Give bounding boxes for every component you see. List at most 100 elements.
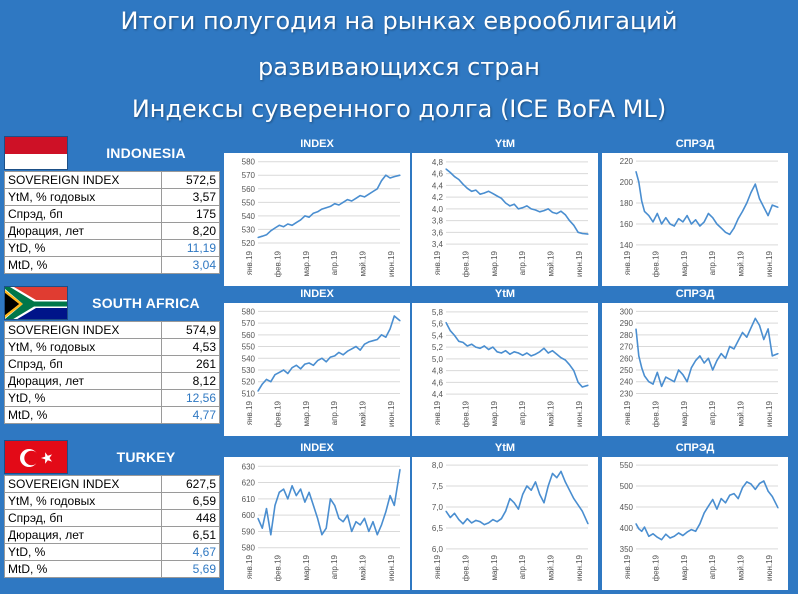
x-tick-label: апр.19 <box>330 250 339 275</box>
x-tick-label: июн.19 <box>387 250 396 277</box>
stat-label: YtD, % <box>4 239 162 257</box>
y-tick-label: 280 <box>620 331 634 340</box>
data-point <box>304 363 306 365</box>
stat-row: Спрэд, бп 448 <box>4 509 220 527</box>
data-point <box>551 350 554 352</box>
data-point <box>321 534 323 536</box>
y-tick-label: 250 <box>620 366 634 375</box>
data-point <box>539 211 541 213</box>
data-point <box>673 381 675 383</box>
y-tick-label: 6,0 <box>432 545 444 554</box>
data-point <box>492 518 494 521</box>
y-tick-label: 7,0 <box>432 503 444 512</box>
chart-body: 220 200 180 160 140 янв.19 фев.19 мар.19 апр.19 м… <box>602 153 788 286</box>
x-tick-label: апр.19 <box>518 554 527 579</box>
data-point <box>746 481 748 483</box>
data-point <box>483 524 485 526</box>
data-point <box>462 183 464 185</box>
data-point <box>733 492 735 495</box>
data-point <box>638 355 640 357</box>
data-point <box>763 480 765 482</box>
data-point <box>686 381 688 383</box>
data-point <box>758 324 761 327</box>
data-point <box>771 204 773 206</box>
x-tick-label: янв.19 <box>623 554 632 579</box>
stat-value: 3,04 <box>161 256 220 274</box>
data-point <box>729 345 731 348</box>
data-point <box>483 192 485 194</box>
data-point <box>265 508 268 510</box>
data-point <box>291 485 293 487</box>
data-point <box>317 517 319 520</box>
data-point <box>737 498 739 500</box>
data-point <box>346 350 349 352</box>
stat-value: 627,5 <box>161 475 220 493</box>
x-tick-label: янв.19 <box>245 400 254 425</box>
data-point <box>564 359 566 361</box>
data-point <box>703 221 705 223</box>
data-point <box>568 489 571 491</box>
stat-value: 4,53 <box>161 338 220 356</box>
data-point <box>287 223 289 225</box>
y-tick-label: 520 <box>242 378 256 387</box>
page-title-line-3: Индексы суверенного долга (ICE BoFA ML) <box>131 95 667 123</box>
y-tick-label: 220 <box>620 157 634 166</box>
data-point <box>720 352 722 355</box>
data-point <box>771 495 773 498</box>
stat-label: YtD, % <box>4 543 162 561</box>
stat-row: YtM, % годовых 4,53 <box>4 338 220 356</box>
data-point <box>475 189 477 191</box>
data-point <box>449 171 451 174</box>
data-point <box>720 498 722 500</box>
data-point <box>556 477 558 479</box>
y-tick-label: 570 <box>242 319 256 328</box>
y-tick-label: 540 <box>242 212 256 221</box>
data-point <box>505 202 507 204</box>
stat-label: SOVEREIGN INDEX <box>4 475 162 493</box>
data-point <box>534 481 537 483</box>
data-point <box>577 504 579 506</box>
x-tick-label: апр.19 <box>518 250 527 275</box>
data-point <box>573 498 575 500</box>
y-tick-label: 520 <box>242 239 256 248</box>
x-tick-label: фев.19 <box>461 250 470 277</box>
data-point <box>380 180 383 182</box>
data-point <box>581 386 583 388</box>
data-point <box>295 364 297 366</box>
data-point <box>771 355 773 357</box>
data-point <box>338 204 340 206</box>
data-point <box>517 208 520 210</box>
data-point <box>643 210 646 212</box>
stat-row: MtD, % 3,04 <box>4 256 220 274</box>
data-point <box>372 521 374 523</box>
data-point <box>368 341 370 343</box>
data-point <box>363 517 366 520</box>
country-block-indonesia: INDONESIA SOVEREIGN INDEX 572,5 YtM, % го… <box>0 136 798 288</box>
x-tick-label: июн.19 <box>387 400 396 427</box>
data-point <box>699 523 701 525</box>
data-point <box>304 215 306 217</box>
stat-label: MtD, % <box>4 406 162 424</box>
y-tick-label: 620 <box>242 479 256 488</box>
data-point <box>492 193 494 195</box>
data-point <box>564 481 566 483</box>
data-point <box>509 205 511 207</box>
stat-value: 8,12 <box>161 372 220 390</box>
data-point <box>741 331 744 334</box>
data-point <box>282 226 285 228</box>
data-point <box>449 516 451 519</box>
stats-table: SOVEREIGN INDEX 627,5 YtM, % годовых 6,59 … <box>4 475 220 578</box>
data-point <box>346 199 349 201</box>
data-point <box>261 235 263 237</box>
data-point <box>466 345 468 347</box>
data-point <box>656 212 658 215</box>
data-point <box>351 348 353 350</box>
data-point <box>526 352 528 354</box>
x-tick-label: май.19 <box>359 400 368 426</box>
y-tick-label: 160 <box>620 220 634 229</box>
data-point <box>274 227 276 229</box>
data-point <box>287 372 289 375</box>
data-point <box>707 505 710 507</box>
data-point <box>376 188 378 190</box>
data-point <box>278 371 280 373</box>
